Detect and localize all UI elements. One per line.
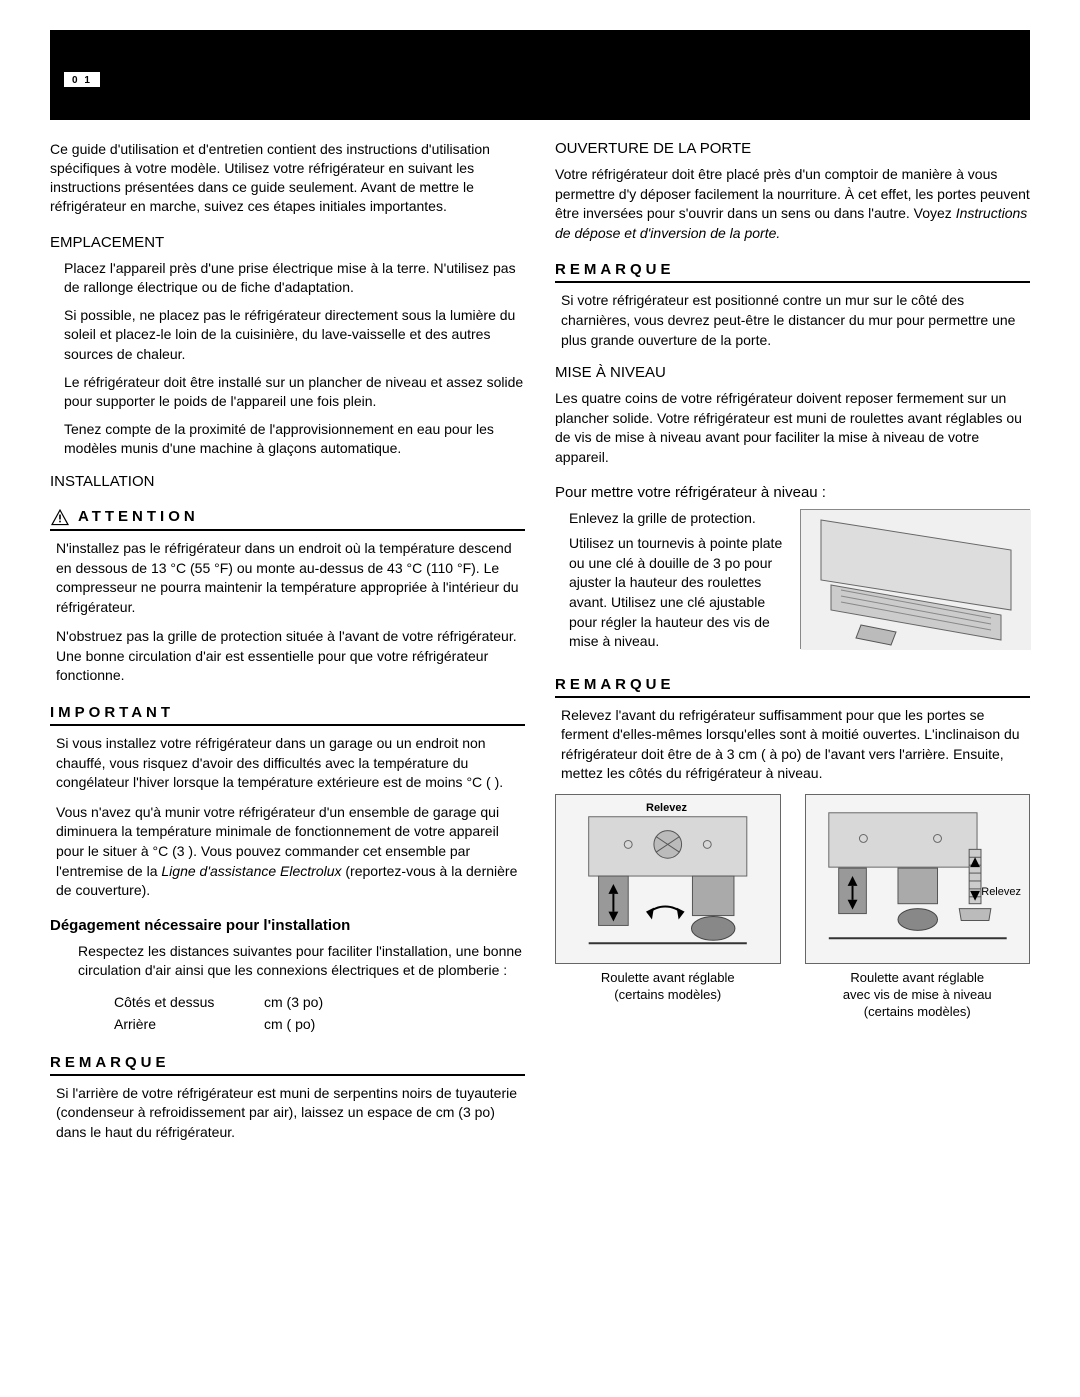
list-item: Le réfrigérateur doit être installé sur …: [64, 373, 525, 412]
remarque1-callout: REMARQUE Si l'arrière de votre réfrigéra…: [50, 1054, 525, 1143]
remarque2-title: REMARQUE: [555, 261, 1030, 283]
remarque3-text: Relevez l'avant du refrigérateur suffisa…: [561, 706, 1024, 784]
remarque2-body: Si votre réfrigérateur est positionné co…: [555, 283, 1030, 350]
attention-body: N'installez pas le réfrigérateur dans un…: [50, 531, 525, 686]
list-item: Tenez compte de la proximité de l'approv…: [64, 420, 525, 459]
list-item: Utilisez un tournevis à pointe plate ou …: [569, 534, 788, 652]
figure-caption: Roulette avant réglable avec vis de mise…: [805, 970, 1031, 1021]
remarque-label: REMARQUE: [50, 1054, 170, 1071]
steps-list: Enlevez la grille de protection. Utilise…: [555, 509, 788, 652]
steps-title: Pour mettre votre réfrigérateur à niveau…: [555, 484, 1030, 501]
figure-roulette-2: Relevez: [805, 794, 1031, 1021]
attention-p2: N'obstruez pas la grille de protection s…: [56, 627, 519, 686]
figure-box: Relevez: [555, 794, 781, 964]
important-title-row: IMPORTANT: [50, 704, 525, 726]
table-row: Arrière cm ( po): [114, 1013, 525, 1035]
ouverture-title: OUVERTURE DE LA PORTE: [555, 140, 1030, 157]
remarque-label: REMARQUE: [555, 676, 675, 693]
relevez-label: Relevez: [646, 801, 687, 815]
level-text: Enlevez la grille de protection. Utilise…: [555, 509, 788, 658]
niveau-title: MISE À NIVEAU: [555, 364, 1030, 381]
ouverture-text: Votre réfrigérateur doit être placé près…: [555, 165, 1030, 243]
installation-title: INSTALLATION: [50, 473, 525, 490]
page: 0 1 Ce guide d'utilisation et d'entretie…: [0, 30, 1080, 1203]
columns: Ce guide d'utilisation et d'entretien co…: [50, 140, 1030, 1153]
relevez-label: Relevez: [981, 885, 1021, 899]
important-callout: IMPORTANT Si vous installez votre réfrig…: [50, 704, 525, 901]
clearance-text: Respectez les distances suivantes pour f…: [78, 942, 525, 981]
clearance-table: Côtés et dessus cm (3 po) Arrière cm ( p…: [64, 991, 525, 1036]
emplacement-list: Placez l'appareil près d'une prise élect…: [50, 259, 525, 459]
remarque3-callout: REMARQUE Relevez l'avant du refrigérateu…: [555, 676, 1030, 784]
level-block: Enlevez la grille de protection. Utilise…: [555, 509, 1030, 658]
figure-caption: Roulette avant réglable (certains modèle…: [555, 970, 781, 1004]
header-tab: 0 1: [64, 72, 100, 87]
list-item: Si possible, ne placez pas le réfrigérat…: [64, 306, 525, 365]
remarque1-text: Si l'arrière de votre réfrigérateur est …: [56, 1084, 519, 1143]
clearance-body: Respectez les distances suivantes pour f…: [50, 942, 525, 1036]
level-figures: Relevez: [555, 794, 1030, 1021]
right-column: OUVERTURE DE LA PORTE Votre réfrigérateu…: [555, 140, 1030, 1153]
warning-icon: [50, 508, 70, 526]
remarque3-body: Relevez l'avant du refrigérateur suffisa…: [555, 698, 1030, 784]
list-item: Enlevez la grille de protection.: [569, 509, 788, 529]
attention-title-row: ATTENTION: [50, 508, 525, 531]
clearance-title: Dégagement nécessaire pour l'installatio…: [50, 917, 525, 934]
header-bar: 0 1: [50, 30, 1030, 120]
remarque1-title: REMARQUE: [50, 1054, 525, 1076]
important-p1: Si vous installez votre réfrigérateur da…: [56, 734, 519, 793]
remarque2-callout: REMARQUE Si votre réfrigérateur est posi…: [555, 261, 1030, 350]
remarque1-body: Si l'arrière de votre réfrigérateur est …: [50, 1076, 525, 1143]
attention-label: ATTENTION: [78, 508, 199, 525]
remarque3-title: REMARQUE: [555, 676, 1030, 698]
list-item: Placez l'appareil près d'une prise élect…: [64, 259, 525, 298]
remarque2-text: Si votre réfrigérateur est positionné co…: [561, 291, 1024, 350]
remarque-label: REMARQUE: [555, 261, 675, 278]
attention-p1: N'installez pas le réfrigérateur dans un…: [56, 539, 519, 617]
intro-text: Ce guide d'utilisation et d'entretien co…: [50, 140, 525, 216]
attention-callout: ATTENTION N'installez pas le réfrigérate…: [50, 508, 525, 686]
niveau-text: Les quatre coins de votre réfrigérateur …: [555, 389, 1030, 467]
table-row: Côtés et dessus cm (3 po): [114, 991, 525, 1013]
grille-illustration: [800, 509, 1030, 649]
figure-box: Relevez: [805, 794, 1031, 964]
left-column: Ce guide d'utilisation et d'entretien co…: [50, 140, 525, 1153]
figure-roulette-1: Relevez: [555, 794, 781, 1021]
important-p2: Vous n'avez qu'à munir votre réfrigérate…: [56, 803, 519, 901]
important-label: IMPORTANT: [50, 704, 174, 721]
important-body: Si vous installez votre réfrigérateur da…: [50, 726, 525, 901]
emplacement-title: EMPLACEMENT: [50, 234, 525, 251]
